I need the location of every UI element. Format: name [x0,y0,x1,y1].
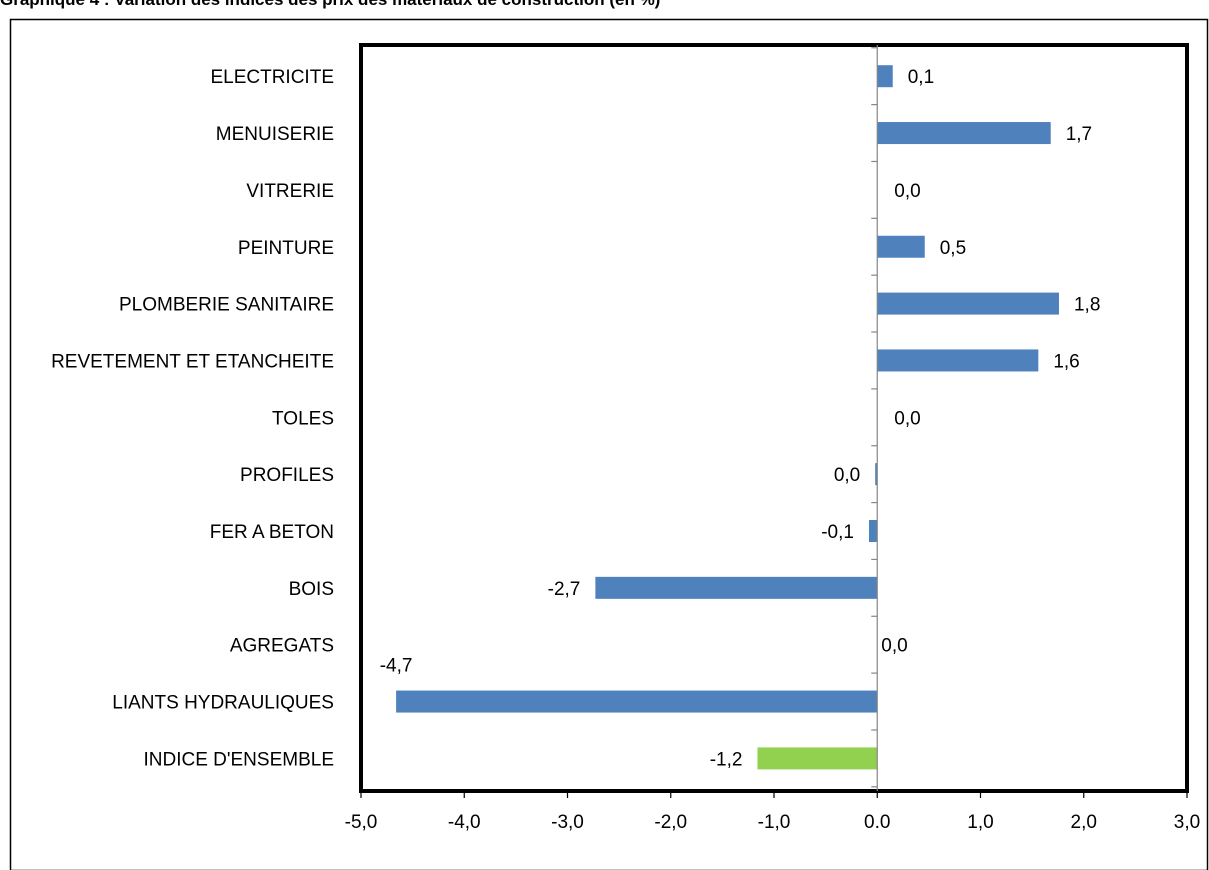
x-tick-label: -4,0 [448,812,481,833]
data-label: 0,0 [834,465,860,486]
data-label: -1,2 [710,749,743,770]
category-label: LIANTS HYDRAULIQUES [112,693,334,714]
data-label: 0,0 [894,181,920,202]
category-label: VITRERIE [246,181,334,202]
x-tick-label: -5,0 [345,812,378,833]
bar-plomberie-sanitaire [877,292,1059,315]
x-tick-label: 2,0 [1071,812,1097,833]
axes-group [360,45,1188,798]
x-tick-label: -3,0 [551,812,584,833]
data-label: 1,7 [1066,124,1092,145]
x-tick-label: -1,0 [758,812,791,833]
category-label: MENUISERIE [216,124,334,145]
bar-revetement-et-etancheite [877,349,1039,372]
x-tick-label: 3,0 [1174,812,1200,833]
data-label: 1,6 [1053,351,1079,372]
bar-profiles [875,463,878,486]
data-label: 0,0 [881,636,907,657]
plot-area-frame [359,43,1189,793]
data-label: 0,0 [894,408,920,429]
category-label: INDICE D'ENSEMBLE [143,749,334,770]
labels-group: -5,0 -4,0 -3,0 -2,0 -1,0 0.0 1,0 2,0 3,0 ELECTRIC… [51,67,1200,833]
data-label: 0,5 [940,238,966,259]
data-label: 0,1 [908,67,934,88]
category-label: ELECTRICITE [210,67,334,88]
page-title: Graphique 4 : Variation des indices des … [0,0,1209,10]
bar-menuiserie [877,122,1051,145]
data-label: 1,8 [1074,295,1100,316]
category-label: PROFILES [240,465,334,486]
bar-bois [595,576,878,599]
x-tick-label: -2,0 [654,812,687,833]
data-label: -0,1 [821,522,854,543]
bar-peinture [877,235,925,258]
bars-group [396,65,1059,770]
bar-electricite [877,65,893,88]
category-label: TOLES [272,408,334,429]
category-label: FER A BETON [210,522,334,543]
x-tick-label: 0.0 [864,812,890,833]
category-label: PEINTURE [238,238,334,259]
x-tick-label: 1,0 [967,812,993,833]
category-label: REVETEMENT ET ETANCHEITE [51,351,334,372]
bar-liants-hydrauliques [396,690,878,713]
data-label: -4,7 [380,656,413,677]
data-label: -2,7 [548,579,581,600]
category-label: PLOMBERIE SANITAIRE [119,295,334,316]
bar-fer-a-beton [868,520,878,542]
category-label: AGREGATS [230,636,334,657]
bar-indice-d-ensemble [757,747,878,770]
category-label: BOIS [289,579,334,600]
chart-area-frame [9,18,1209,870]
